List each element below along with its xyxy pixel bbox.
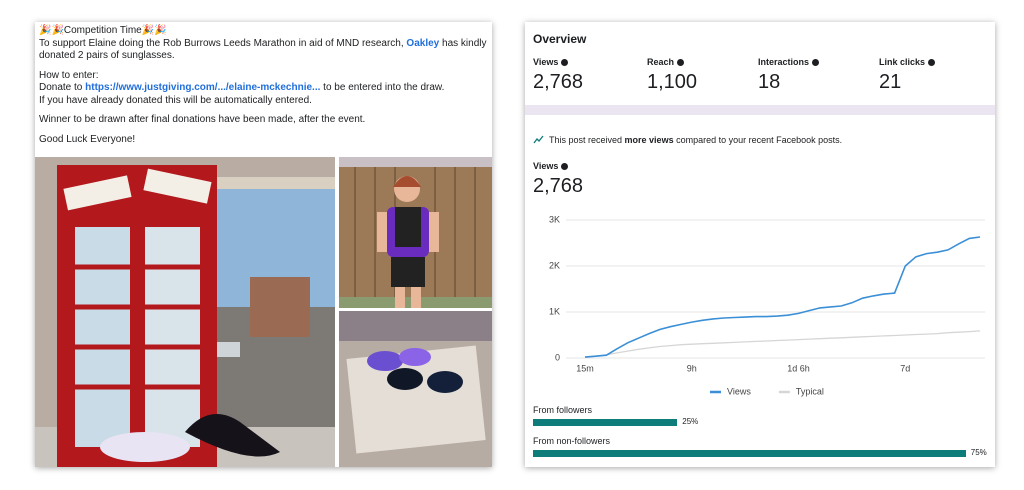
text: This post received [549, 135, 625, 145]
chart-subtitle: 2,768 [533, 175, 584, 197]
audience-bar [533, 450, 966, 457]
x-tick-label: 1d 6h [787, 363, 810, 373]
metric-value: 21 [879, 71, 902, 93]
mention-link[interactable]: Oakley [406, 37, 440, 49]
series-line [584, 330, 981, 358]
metric-value: 2,768 [533, 71, 584, 93]
text: To support Elaine doing the Rob Burrows … [39, 37, 407, 49]
metric-label: Interactions [758, 57, 820, 67]
metric-label: Views [533, 57, 569, 67]
post-title: 🎉🎉Competition Time🎉🎉 [39, 25, 167, 36]
audience-label: From non-followers [533, 436, 611, 446]
metric-value: 18 [758, 71, 781, 93]
text: Donate to [39, 82, 86, 93]
x-tick-label: 7d [900, 363, 910, 373]
text: to be entered into the draw. [320, 82, 445, 93]
post-photos[interactable] [35, 157, 492, 467]
divider [525, 105, 995, 115]
closing-line: Good Luck Everyone! [39, 133, 136, 145]
info-icon [561, 59, 569, 66]
info-icon [677, 59, 685, 66]
post-intro: To support Elaine doing the Rob Burrows … [39, 38, 487, 63]
already-line: If you have already donated this will be… [39, 94, 312, 106]
info-icon [812, 59, 820, 66]
audience-bar [533, 419, 678, 426]
info-icon [928, 59, 936, 66]
donate-line: Donate to https://www.justgiving.com/...… [39, 82, 487, 95]
text: Views [533, 57, 559, 67]
x-tick-label: 9h [687, 363, 697, 373]
text: has kindly donated 2 pairs of sunglasses… [39, 37, 487, 62]
winner-line: Winner to be drawn after final donations… [39, 114, 366, 125]
chart-title: Views [533, 161, 569, 171]
text: Reach [647, 57, 675, 67]
y-tick-label: 1K [549, 306, 560, 316]
text: Views [533, 161, 559, 171]
audience-value: 75% [970, 448, 987, 457]
donate-link[interactable]: https://www.justgiving.com/.../elaine-mc… [85, 82, 321, 93]
metric-value: 1,100 [647, 71, 698, 93]
legend-label: Views [727, 386, 751, 396]
text: Link clicks [879, 57, 926, 67]
text: more views [624, 135, 674, 145]
y-tick-label: 3K [549, 214, 560, 224]
legend-label: Typical [796, 386, 824, 396]
text: Interactions [758, 57, 810, 67]
metric-label: Link clicks [879, 57, 936, 67]
audience-label: From followers [533, 405, 593, 415]
y-tick-label: 2K [549, 260, 560, 270]
post-text: 🎉🎉Competition Time🎉🎉 To support Elaine d… [39, 25, 487, 146]
text: compared to your recent Facebook posts. [673, 135, 843, 145]
series-line [584, 236, 981, 358]
notice: This post received more views compared t… [549, 135, 842, 145]
overview-title: Overview [533, 32, 587, 46]
metric-label: Reach [647, 57, 685, 67]
how-to: How to enter: [39, 69, 99, 81]
post-card: 🎉🎉Competition Time🎉🎉 To support Elaine d… [35, 22, 492, 467]
insights-card: Overview Views 2,768 Reach 1,100 Interaction… [525, 22, 995, 467]
y-tick-label: 0 [555, 352, 560, 362]
trend-icon [533, 135, 544, 144]
x-tick-label: 15m [576, 363, 594, 373]
audience-value: 25% [682, 417, 699, 426]
